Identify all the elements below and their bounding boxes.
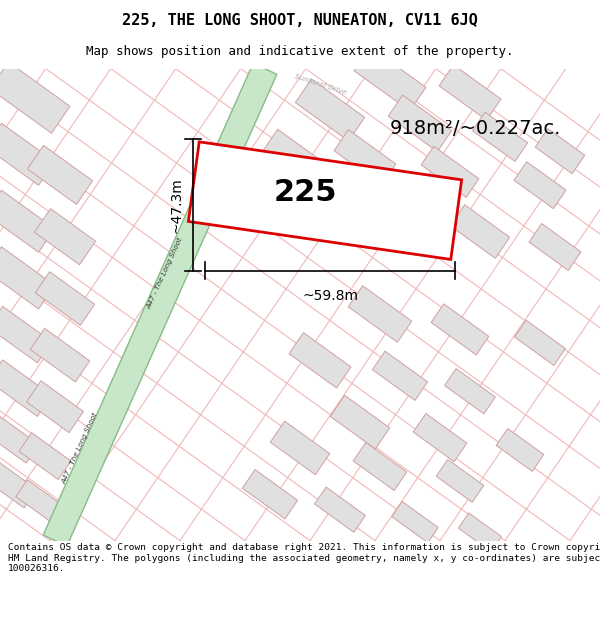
Polygon shape <box>0 306 52 363</box>
Polygon shape <box>0 412 39 463</box>
Text: Sunburst Drive: Sunburst Drive <box>293 73 347 96</box>
Polygon shape <box>19 432 71 479</box>
Polygon shape <box>28 146 92 204</box>
Polygon shape <box>0 123 55 185</box>
Polygon shape <box>0 360 52 416</box>
Polygon shape <box>439 65 501 120</box>
Text: 225, THE LONG SHOOT, NUNEATON, CV11 6JQ: 225, THE LONG SHOOT, NUNEATON, CV11 6JQ <box>122 13 478 28</box>
Polygon shape <box>515 320 565 366</box>
Polygon shape <box>354 47 426 111</box>
Polygon shape <box>535 129 585 174</box>
Polygon shape <box>0 460 37 508</box>
Polygon shape <box>529 224 581 271</box>
Polygon shape <box>373 351 428 401</box>
Polygon shape <box>242 469 298 519</box>
Text: Contains OS data © Crown copyright and database right 2021. This information is : Contains OS data © Crown copyright and d… <box>8 543 600 573</box>
Polygon shape <box>295 79 365 141</box>
Polygon shape <box>188 142 461 259</box>
Polygon shape <box>458 513 502 552</box>
Polygon shape <box>43 63 277 546</box>
Text: 918m²/~0.227ac.: 918m²/~0.227ac. <box>390 119 562 138</box>
Polygon shape <box>472 112 527 161</box>
Polygon shape <box>348 286 412 342</box>
Polygon shape <box>0 247 55 309</box>
Text: ~47.3m: ~47.3m <box>170 177 184 232</box>
Polygon shape <box>26 381 83 432</box>
Polygon shape <box>451 205 509 258</box>
Text: A47 - The Long Shoot: A47 - The Long Shoot <box>61 411 99 484</box>
Polygon shape <box>262 129 328 189</box>
Polygon shape <box>314 487 365 532</box>
Polygon shape <box>331 396 389 449</box>
Polygon shape <box>496 429 544 471</box>
Polygon shape <box>0 62 70 133</box>
Text: ~59.8m: ~59.8m <box>302 289 358 303</box>
Polygon shape <box>413 414 467 462</box>
Polygon shape <box>334 129 396 185</box>
Polygon shape <box>16 480 64 523</box>
Polygon shape <box>421 146 479 198</box>
Polygon shape <box>35 272 95 325</box>
Polygon shape <box>445 369 496 414</box>
Polygon shape <box>353 442 407 491</box>
Polygon shape <box>0 190 55 253</box>
Text: 225: 225 <box>273 178 337 207</box>
Polygon shape <box>31 328 89 382</box>
Polygon shape <box>388 95 452 152</box>
Polygon shape <box>34 209 95 265</box>
Polygon shape <box>289 332 351 388</box>
Text: A47 - The Long Shoot: A47 - The Long Shoot <box>146 237 184 311</box>
Polygon shape <box>392 501 438 542</box>
Text: Map shows position and indicative extent of the property.: Map shows position and indicative extent… <box>86 45 514 58</box>
Polygon shape <box>436 459 484 503</box>
Polygon shape <box>271 421 329 475</box>
Polygon shape <box>514 162 566 209</box>
Polygon shape <box>431 304 489 355</box>
